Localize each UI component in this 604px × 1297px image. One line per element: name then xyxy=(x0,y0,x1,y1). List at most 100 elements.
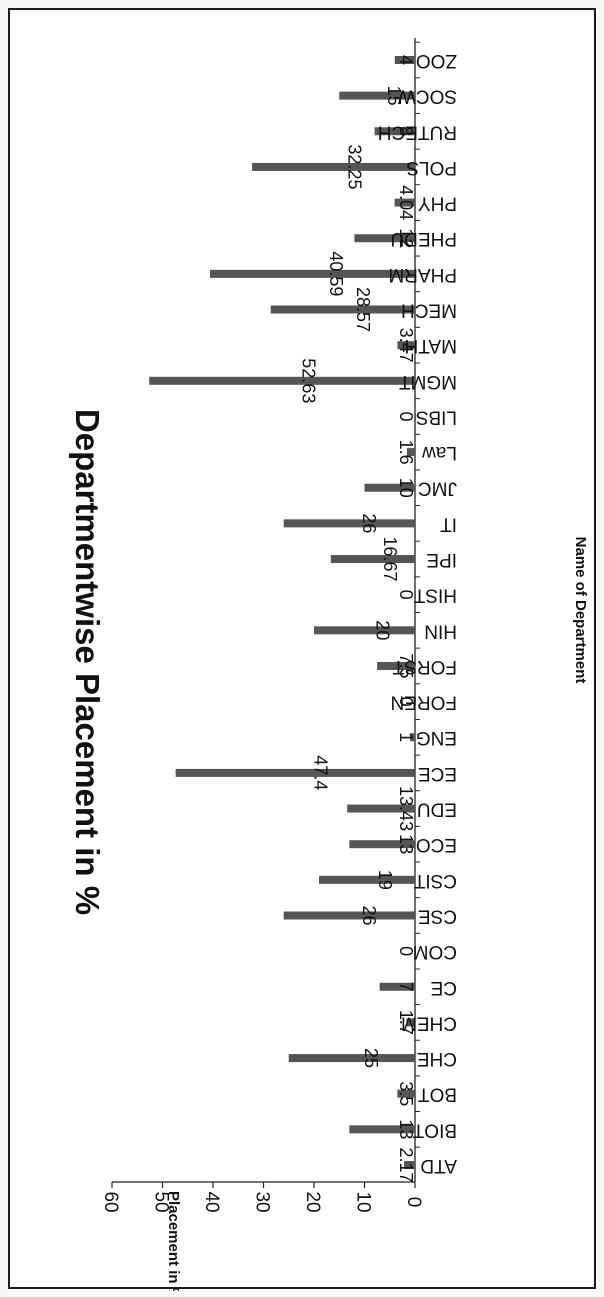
bar-eco xyxy=(349,840,415,849)
bar-chem xyxy=(406,1018,415,1027)
category-label-law: Law xyxy=(422,442,457,463)
bars xyxy=(149,56,416,1169)
category-label-forst: FORST xyxy=(392,656,457,677)
data-label-bot: 3.5 xyxy=(396,1081,416,1106)
bar-it xyxy=(283,519,415,528)
category-label-chem: CHEM xyxy=(401,1012,457,1033)
category-label-atd: ATD xyxy=(420,1155,457,1176)
category-label-ce: CE xyxy=(431,977,457,998)
data-label-eng: 1 xyxy=(396,732,416,742)
category-label-bot: BOT xyxy=(418,1084,457,1105)
data-label-chem: 1.7 xyxy=(396,1010,416,1035)
data-label-csit: 19 xyxy=(375,870,395,890)
category-label-phedu: PHEDU xyxy=(390,228,457,249)
category-label-cse: CSE xyxy=(418,905,457,926)
bar-bot xyxy=(397,1089,415,1098)
bar-ce xyxy=(379,982,415,991)
data-label-it: 26 xyxy=(359,513,379,533)
data-label-phedu: 12 xyxy=(396,228,416,248)
category-label-mech: MECH xyxy=(401,300,457,321)
data-label-rutech: 8 xyxy=(396,126,416,136)
category-label-ece: ECE xyxy=(418,763,457,784)
bar-math xyxy=(397,341,415,350)
data-labels: 2.17133.5251.77026191313.4347.4107.52001… xyxy=(298,55,416,1183)
y-tick-label: 50 xyxy=(151,1191,172,1212)
bar-eng xyxy=(409,733,415,742)
bar-zoo xyxy=(394,56,415,64)
category-label-com: COM xyxy=(413,941,457,962)
category-label-phy: PHY xyxy=(418,193,457,214)
data-label-ipe: 16.67 xyxy=(380,537,400,582)
y-tick-label: 30 xyxy=(252,1191,273,1212)
bar-hin xyxy=(314,626,415,635)
category-label-biot: BIOT xyxy=(412,1119,457,1140)
data-label-eco: 13 xyxy=(396,834,416,854)
data-label-forst: 7.5 xyxy=(396,653,416,678)
category-label-foren: FOREN xyxy=(391,692,458,713)
bar-chart: Departmentwise Placement in % Name of De… xyxy=(69,38,589,1291)
category-label-socw: SOCW xyxy=(398,86,457,107)
category-label-rutech: RUTECH xyxy=(378,121,457,142)
data-label-cse: 26 xyxy=(359,905,379,925)
category-label-eng: ENG xyxy=(416,727,457,748)
data-label-ece: 47.4 xyxy=(310,755,330,790)
category-label-mgmt: MGMT xyxy=(399,371,457,392)
bar-ece xyxy=(175,768,415,777)
data-label-socw: 15 xyxy=(384,86,404,106)
category-label-ipe: IPE xyxy=(426,549,457,570)
y-axis-label: Placement in % xyxy=(165,1191,182,1291)
data-label-phy: 4.04 xyxy=(396,185,416,220)
category-label-pols: POLS xyxy=(406,157,457,178)
data-label-mech: 28.57 xyxy=(353,287,373,332)
data-label-law: 1.6 xyxy=(396,440,416,465)
category-label-math: MATH xyxy=(405,335,457,356)
data-label-biot: 13 xyxy=(396,1119,416,1139)
category-label-eco: ECO xyxy=(416,834,457,855)
bar-atd xyxy=(404,1161,415,1169)
bar-hist xyxy=(415,590,416,599)
x-axis-label: Name of Department xyxy=(572,537,589,684)
data-label-com: 0 xyxy=(396,946,416,956)
data-label-libs: 0 xyxy=(396,411,416,421)
y-tick-label: 40 xyxy=(201,1191,222,1212)
bar-mech xyxy=(270,305,415,314)
data-label-zoo: 4 xyxy=(396,55,416,65)
data-label-hist: 0 xyxy=(396,590,416,600)
data-label-foren: 0 xyxy=(396,697,416,707)
bar-mgmt xyxy=(149,376,415,385)
category-label-hist: HIST xyxy=(413,585,457,606)
category-label-libs: LIBS xyxy=(416,406,457,427)
bar-forst xyxy=(377,661,415,670)
data-label-hin: 20 xyxy=(373,620,393,640)
bar-phy xyxy=(394,198,415,207)
bar-csit xyxy=(319,875,415,884)
data-label-atd: 2.17 xyxy=(396,1147,416,1182)
bar-jmc xyxy=(364,483,415,492)
bar-law xyxy=(406,448,415,457)
bar-ipe xyxy=(330,555,415,564)
chart-frame: Departmentwise Placement in % Name of De… xyxy=(8,8,596,1291)
bar-edu xyxy=(347,804,415,813)
data-label-che: 25 xyxy=(361,1048,381,1068)
y-tick-label: 60 xyxy=(100,1191,121,1212)
category-label-it: IT xyxy=(440,513,457,534)
bar-rutech xyxy=(374,127,415,136)
chart-title: Departmentwise Placement in % xyxy=(69,409,106,915)
bar-biot xyxy=(349,1125,415,1134)
y-tick-label: 0 xyxy=(403,1197,424,1208)
y-tick-label: 10 xyxy=(353,1191,374,1212)
category-label-hin: HIN xyxy=(424,620,457,641)
category-label-zoo: ZOO xyxy=(416,50,457,71)
data-label-math: 3.47 xyxy=(396,328,416,363)
category-labels: ATD BIOT BOT CHE CHEM CE COM CSE CSIT ECO EDU ECE EN… xyxy=(378,50,457,1176)
data-label-ce: 7 xyxy=(396,982,416,992)
bar-libs xyxy=(415,412,416,421)
bar-che xyxy=(288,1054,415,1063)
y-ticks: 0 10 20 30 40 50 60 xyxy=(100,1191,424,1212)
data-label-edu: 13.43 xyxy=(396,786,416,831)
category-label-che: CHE xyxy=(417,1048,457,1069)
category-label-jmc: JMC xyxy=(418,478,457,499)
bar-pharm xyxy=(210,269,415,278)
bar-socw xyxy=(339,91,415,100)
bar-pols xyxy=(252,162,415,171)
